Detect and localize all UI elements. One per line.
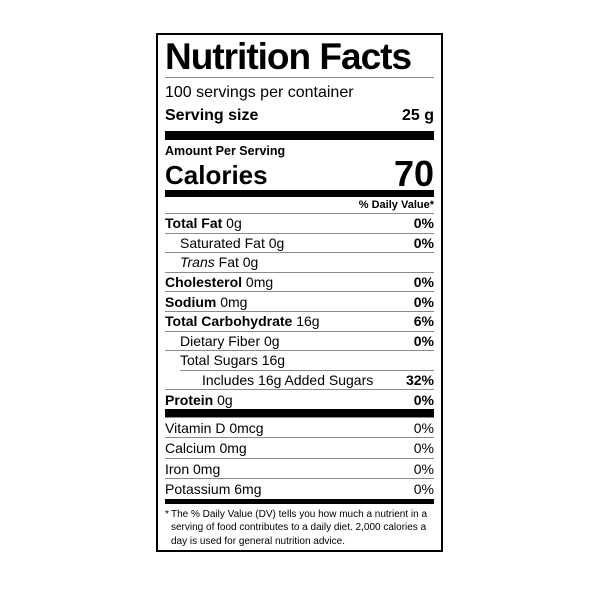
micronutrient-dv: 0% [413, 440, 434, 457]
micronutrient-dv: 0% [413, 481, 434, 498]
nutrient-row-total-carbohydrate: Total Carbohydrate 16g 6% [165, 310, 434, 331]
calories-row: Calories 70 [165, 153, 434, 194]
nutrient-name: Trans Fat 0g [180, 254, 259, 271]
nutrient-row-total-sugars: Total Sugars 16g [165, 350, 434, 370]
micronutrient-row-potassium: Potassium 6mg 0% [165, 478, 434, 499]
nutrient-dv: 0% [413, 215, 434, 232]
thick-rule-protein [165, 408, 434, 417]
nutrient-name: Protein 0g [165, 391, 233, 408]
nutrient-row-trans-fat: Trans Fat 0g [165, 252, 434, 272]
thick-rule-footnote [165, 498, 434, 504]
footnote-asterisk: * [165, 508, 169, 520]
micronutrient-dv: 0% [413, 460, 434, 477]
thick-rule-top [165, 131, 434, 140]
nutrient-row-sodium: Sodium 0mg 0% [165, 291, 434, 311]
micronutrient-row-calcium: Calcium 0mg 0% [165, 437, 434, 458]
nutrient-row-total-fat: Total Fat 0g 0% [165, 213, 434, 233]
nutrition-facts-label: Nutrition Facts 100 servings per contain… [156, 33, 443, 552]
calories-value: 70 [393, 153, 434, 194]
nutrient-name: Total Carbohydrate 16g [165, 313, 320, 330]
micronutrient-name: Iron 0mg [165, 460, 221, 477]
footnote-line: serving of food contributes to a daily d… [171, 522, 427, 534]
nutrient-name: Cholesterol 0mg [165, 274, 274, 291]
nutrient-dv: 0% [413, 391, 434, 408]
micronutrient-row-vitamin-d: Vitamin D 0mcg 0% [165, 416, 434, 438]
label-title: Nutrition Facts [165, 35, 434, 78]
nutrient-dv: 0% [413, 293, 434, 310]
nutrient-name: Dietary Fiber 0g [180, 332, 280, 349]
daily-value-header: % Daily Value* [358, 199, 434, 211]
nutrient-name: Total Sugars 16g [180, 352, 286, 369]
nutrient-name: Includes 16g Added Sugars [202, 371, 374, 388]
nutrient-dv: 6% [413, 313, 434, 330]
thick-rule-calories [165, 190, 434, 197]
serving-size-label: Serving size [165, 107, 259, 124]
nutrient-dv: 32% [405, 371, 434, 388]
nutrient-dv: 0% [413, 234, 434, 251]
nutrient-row-cholesterol: Cholesterol 0mg 0% [165, 271, 434, 292]
micronutrient-row-iron: Iron 0mg 0% [165, 457, 434, 479]
amount-per-serving-label: Amount Per Serving [165, 144, 286, 158]
footnote-text: The % Daily Value (DV) tells you how muc… [171, 508, 427, 548]
micronutrient-name: Potassium 6mg [165, 481, 262, 498]
footnote-line: The % Daily Value (DV) tells you how muc… [171, 508, 428, 520]
serving-size-row: Serving size 25 g [165, 104, 434, 131]
nutrient-dv: 0% [413, 332, 434, 349]
servings-per-container: 100 servings per container [165, 84, 354, 101]
nutrient-row-dietary-fiber: Dietary Fiber 0g 0% [165, 330, 434, 351]
micronutrient-dv: 0% [413, 419, 434, 436]
nutrient-name: Sodium 0mg [165, 293, 248, 310]
nutrient-name: Saturated Fat 0g [180, 234, 285, 251]
nutrient-row-added-sugars: Includes 16g Added Sugars 32% [165, 369, 434, 390]
footnote: * The % Daily Value (DV) tells you how m… [165, 504, 434, 548]
footnote-line: day is used for general nutrition advice… [171, 535, 345, 547]
serving-size-value: 25 g [401, 107, 434, 124]
micronutrient-name: Calcium 0mg [165, 440, 247, 457]
nutrient-name: Total Fat 0g [165, 215, 242, 232]
nutrient-row-protein: Protein 0g 0% [165, 389, 434, 409]
nutrient-dv: 0% [413, 274, 434, 291]
micronutrient-name: Vitamin D 0mcg [165, 419, 264, 436]
nutrient-row-saturated-fat: Saturated Fat 0g 0% [165, 232, 434, 253]
calories-label: Calories [165, 160, 268, 190]
